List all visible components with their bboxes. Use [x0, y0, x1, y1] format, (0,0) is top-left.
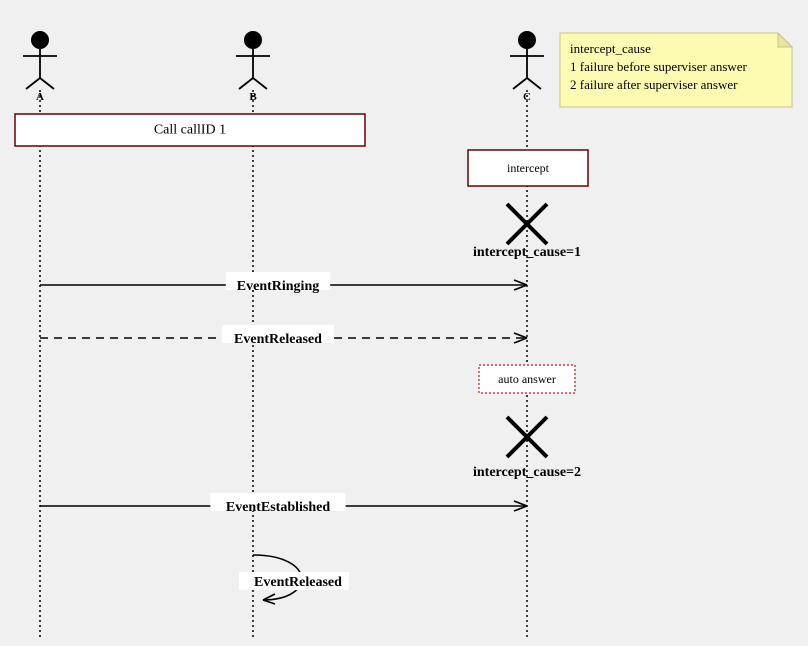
- arrow-label-released1: EventReleased: [234, 332, 322, 347]
- destroy-caption-0: intercept_cause=1: [473, 245, 581, 260]
- actor-label-B: B: [249, 91, 257, 103]
- note-line-1: 1 failure before superviser answer: [570, 59, 748, 74]
- box-label-call: Call callID 1: [154, 123, 226, 138]
- self-msg-label: EventReleased: [254, 575, 342, 590]
- arrow-label-established: EventEstablished: [226, 500, 330, 515]
- actor-label-C: C: [523, 91, 531, 103]
- box-label-intercept: intercept: [507, 161, 550, 175]
- arrow-label-ringing: EventRinging: [237, 279, 319, 294]
- box-label-autoanswer: auto answer: [498, 372, 556, 386]
- destroy-caption-1: intercept_cause=2: [473, 465, 581, 480]
- box-intercept: intercept: [468, 150, 588, 186]
- note-line-2: 2 failure after superviser answer: [570, 77, 738, 92]
- sequence-diagram: A B Cintercept_cause 1 failure before super…: [0, 0, 808, 646]
- note-line-0: intercept_cause: [570, 41, 651, 56]
- box-autoanswer: auto answer: [479, 365, 575, 393]
- note: intercept_cause 1 failure before supervis…: [560, 33, 792, 107]
- actor-label-A: A: [36, 91, 44, 103]
- box-call: Call callID 1: [15, 114, 365, 146]
